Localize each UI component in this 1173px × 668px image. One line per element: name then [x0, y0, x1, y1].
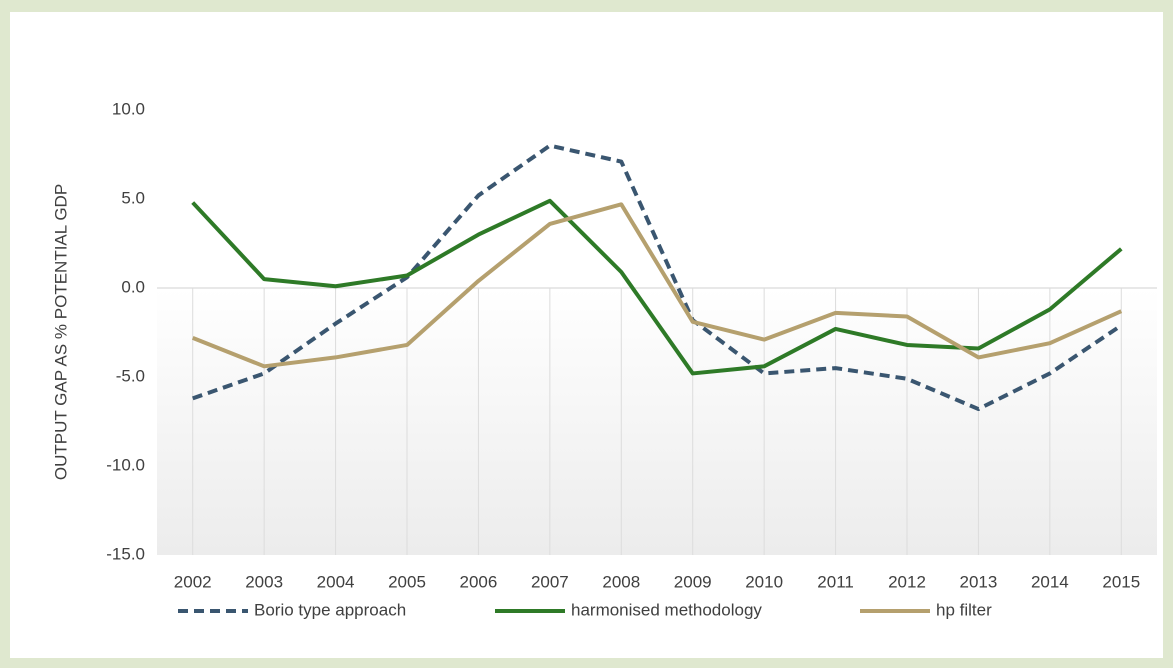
x-tick-label: 2006	[460, 572, 498, 591]
x-tick-label: 2007	[531, 572, 569, 591]
y-tick-label: 10.0	[112, 99, 145, 118]
x-tick-label: 2010	[745, 572, 783, 591]
x-tick-label: 2004	[317, 572, 355, 591]
legend-label: harmonised methodology	[571, 600, 762, 619]
y-tick-label: -10.0	[106, 455, 145, 474]
x-tick-label: 2005	[388, 572, 426, 591]
legend-label: hp filter	[936, 600, 992, 619]
y-tick-label: -15.0	[106, 544, 145, 563]
x-tick-label: 2014	[1031, 572, 1069, 591]
series-line	[191, 198, 1123, 376]
legend-label: Borio type approach	[254, 600, 406, 619]
y-tick-label: -5.0	[116, 366, 145, 385]
x-tick-label: 2003	[245, 572, 283, 591]
series-line	[191, 202, 1123, 369]
y-tick-label: 5.0	[121, 188, 145, 207]
x-tick-label: 2002	[174, 572, 212, 591]
x-tick-label: 2008	[602, 572, 640, 591]
x-tick-label: 2015	[1102, 572, 1140, 591]
x-tick-label: 2011	[817, 572, 854, 591]
y-axis-label: OUTPUT GAP AS % POTENTIAL GDP	[51, 184, 70, 480]
y-tick-label: 0.0	[121, 277, 145, 296]
series-line	[192, 143, 1123, 412]
x-tick-label: 2009	[674, 572, 712, 591]
x-tick-label: 2012	[888, 572, 926, 591]
x-tick-label: 2013	[960, 572, 998, 591]
